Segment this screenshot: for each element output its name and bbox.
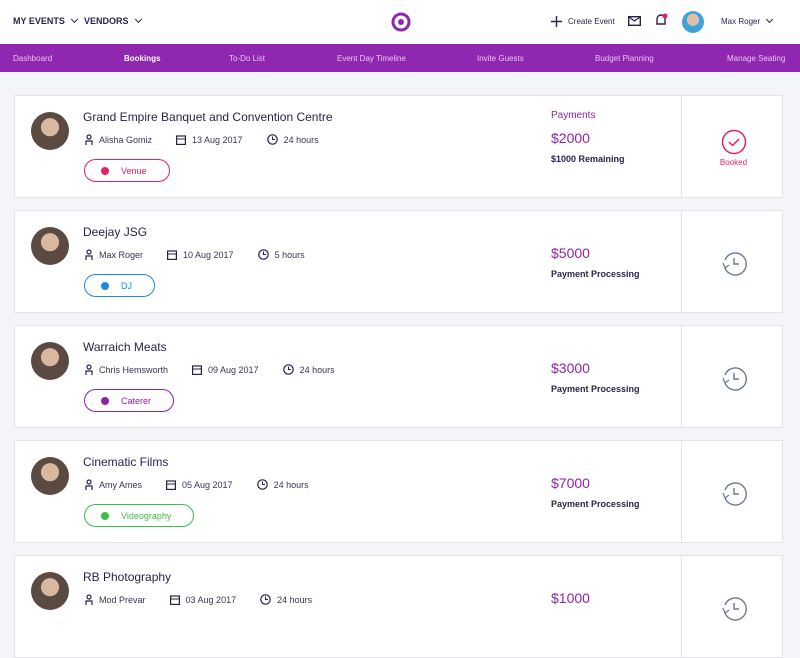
top-bar: MY EVENTS VENDORS Create Event Max Roger: [0, 0, 800, 44]
duration: 24 hours: [283, 134, 319, 145]
pending-icon: [722, 482, 747, 506]
status: Booked: [719, 158, 748, 167]
user-name[interactable]: Max Roger: [721, 17, 800, 26]
tag-icon: [101, 396, 109, 405]
nav-item[interactable]: Event Day Timeline: [337, 54, 406, 63]
plus-icon: [551, 16, 562, 27]
avatar: [31, 342, 69, 380]
payment-note: Payment Processing: [551, 499, 640, 509]
person-icon: [85, 364, 93, 375]
tag-icon: [101, 511, 109, 520]
contact: Amy Ames: [99, 479, 143, 490]
calendar-icon: [176, 134, 187, 145]
booked-icon: [721, 129, 747, 155]
nav-item[interactable]: Manage Seating: [727, 54, 786, 63]
tag-label: Caterer: [121, 395, 152, 406]
amount: $2000: [551, 130, 590, 146]
nav-item[interactable]: Budget Planning: [595, 54, 654, 63]
vendor-name: Warraich Meats: [83, 340, 167, 354]
category-tag: Caterer: [84, 389, 175, 412]
mail-icon[interactable]: [628, 16, 641, 26]
calendar-icon: [166, 479, 177, 490]
date: 10 Aug 2017: [183, 249, 234, 260]
tag-label: DJ: [121, 280, 132, 291]
status-panel: Booked: [681, 96, 784, 197]
clock-icon: [282, 364, 294, 375]
status-panel: [681, 326, 784, 427]
logo[interactable]: [390, 11, 412, 33]
user-avatar[interactable]: [682, 11, 704, 33]
contact: Max Roger: [99, 249, 144, 260]
category-tag: Videography: [84, 504, 195, 527]
person-icon: [85, 479, 93, 490]
amount: $7000: [551, 475, 590, 491]
booking-card[interactable]: RB Photography Mod Prevar 03 Aug 2017 24 ho…: [14, 555, 783, 658]
vendor-name: Deejay JSG: [83, 225, 148, 239]
category-tag: DJ: [84, 274, 155, 297]
booking-card[interactable]: Warraich Meats Chris Hemsworth 09 Aug 2017…: [14, 325, 783, 428]
bell-icon[interactable]: [655, 13, 669, 28]
nav-bar: Dashboard Bookings To-Do List Event Day Tim…: [0, 44, 800, 72]
clock-icon: [257, 249, 269, 260]
payment-label: Payments: [551, 110, 596, 121]
calendar-icon: [192, 364, 203, 375]
booking-card[interactable]: Cinematic Films Amy Ames 05 Aug 2017 24 hou…: [14, 440, 783, 543]
tag-icon: [101, 166, 109, 175]
nav-item[interactable]: Invite Guests: [477, 54, 524, 63]
date: 09 Aug 2017: [208, 364, 259, 375]
tag-label: Videography: [121, 510, 172, 521]
date: 05 Aug 2017: [182, 479, 233, 490]
tag-label: Venue: [121, 165, 147, 176]
info-row: Max Roger 10 Aug 2017 5 hours: [85, 249, 329, 260]
info-row: Alisha Gomiz 13 Aug 2017 24 hours: [85, 134, 343, 145]
clock-icon: [266, 134, 278, 145]
nav-item[interactable]: Bookings: [124, 54, 161, 63]
avatar: [31, 227, 69, 265]
amount: $3000: [551, 360, 590, 376]
nav-item[interactable]: To-Do List: [229, 54, 266, 63]
info-row: Amy Ames 05 Aug 2017 24 hours: [85, 479, 333, 490]
vendor-name: Cinematic Films: [83, 455, 169, 469]
status-panel: [681, 556, 784, 657]
pending-icon: [722, 252, 747, 276]
amount: $5000: [551, 245, 590, 261]
duration: 5 hours: [274, 249, 305, 260]
nav-item[interactable]: Dashboard: [13, 54, 53, 63]
menu[interactable]: MY EVENTS: [13, 16, 77, 26]
payment-note: Payment Processing: [551, 384, 640, 394]
create-event[interactable]: Create Event: [568, 17, 615, 26]
vendor-name: Grand Empire Banquet and Convention Cent…: [83, 110, 333, 124]
clock-icon: [256, 479, 268, 490]
pending-icon: [722, 367, 747, 391]
payment-note: $1000 Remaining: [551, 154, 625, 164]
contact: Chris Hemsworth: [99, 364, 169, 375]
status-panel: [681, 441, 784, 542]
info-row: Chris Hemsworth 09 Aug 2017 24 hours: [85, 364, 359, 375]
payment-note: Payment Processing: [551, 269, 640, 279]
amount: $1000: [551, 590, 590, 606]
avatar: [31, 572, 69, 610]
calendar-icon: [167, 249, 178, 260]
status-panel: [681, 211, 784, 312]
menu[interactable]: VENDORS: [84, 16, 141, 26]
page: MY EVENTS VENDORS Create Event Max Roger…: [0, 0, 800, 600]
contact: Alisha Gomiz: [99, 134, 153, 145]
avatar: [31, 457, 69, 495]
booking-card[interactable]: Grand Empire Banquet and Convention Cent…: [14, 95, 783, 198]
vendor-name: RB Photography: [83, 570, 172, 584]
tag-icon: [101, 281, 109, 290]
duration: 24 hours: [299, 364, 335, 375]
avatar: [31, 112, 69, 150]
booking-card[interactable]: Deejay JSG Max Roger 10 Aug 2017 5 hours DJ $…: [14, 210, 783, 313]
category-tag: Venue: [84, 159, 170, 182]
person-icon: [85, 134, 93, 145]
person-icon: [85, 249, 93, 260]
date: 13 Aug 2017: [192, 134, 243, 145]
duration: 24 hours: [273, 479, 309, 490]
